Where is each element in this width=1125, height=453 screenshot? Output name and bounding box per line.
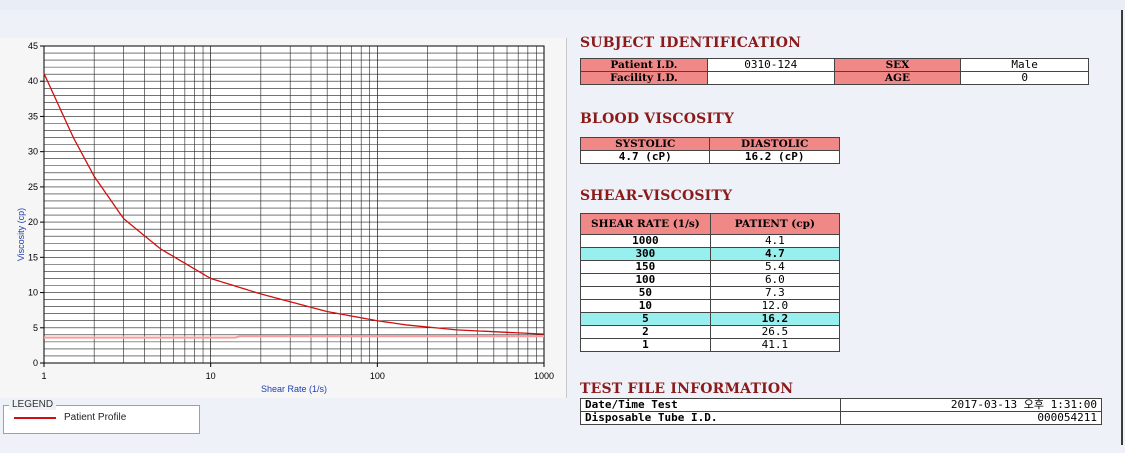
patient-cp-cell: 16.2 (709, 312, 841, 326)
x-tick-label: 100 (370, 371, 385, 381)
reference-line (44, 335, 544, 339)
legend-swatch (14, 417, 56, 419)
shear-row: 1000 4.1 (580, 234, 841, 248)
shear-row: 10 12.0 (580, 299, 841, 313)
y-tick-label: 15 (28, 252, 38, 262)
tube-id-value: 000054211 (840, 411, 1102, 425)
shear-rate-cell: 5 (580, 312, 711, 326)
shear-row: 50 7.3 (580, 286, 841, 300)
y-tick-label: 30 (28, 147, 38, 157)
shear-rate-cell: 50 (580, 286, 711, 300)
shear-viscosity-table: SHEAR RATE (1/s) PATIENT (cp) 1000 4.1 300… (580, 213, 841, 352)
sex-value: Male (960, 58, 1089, 72)
test-file-table: Date/Time Test 2017-03-13 오후 1:31:00 Dis… (579, 398, 1102, 425)
shear-row: 150 5.4 (580, 260, 841, 274)
x-tick-label: 10 (206, 371, 216, 381)
shear-rate-cell: 100 (580, 273, 711, 287)
patient-cp-cell: 7.3 (709, 286, 841, 300)
patient-cp-cell: 26.5 (709, 325, 841, 339)
shear-row: 2 26.5 (580, 325, 841, 339)
plot-area (43, 45, 545, 364)
patient-profile-line (43, 73, 545, 335)
diastolic-value: 16.2 (cP) (709, 150, 840, 164)
datetime-label: Date/Time Test (579, 398, 842, 412)
systolic-label: SYSTOLIC (579, 137, 711, 151)
age-label: AGE (833, 71, 962, 85)
tube-id-label: Disposable Tube I.D. (579, 411, 842, 425)
patient-id-value: 0310-124 (706, 58, 835, 72)
datetime-value: 2017-03-13 오후 1:31:00 (840, 398, 1102, 412)
patient-cp-cell: 4.1 (709, 234, 841, 248)
age-value: 0 (960, 71, 1089, 85)
test-file-title: TEST FILE INFORMATION (580, 381, 794, 397)
blood-value-row: 4.7 (cP) 16.2 (cP) (579, 150, 840, 164)
legend-title: LEGEND (9, 399, 57, 410)
blood-viscosity-title: BLOOD VISCOSITY (580, 111, 735, 127)
shear-row: 1 41.1 (580, 338, 841, 352)
plot-panel: 0 5 10 15 20 25 30 35 40 45 1 10 100 1000 Shear Rate (… (0, 38, 567, 398)
y-tick-label: 35 (28, 111, 38, 121)
subject-title: SUBJECT IDENTIFICATION (580, 35, 802, 51)
subject-table: Patient I.D. 0310-124 SEX Male Facility … (580, 58, 1089, 85)
y-tick-label: 0 (33, 358, 38, 368)
datetime-row: Date/Time Test 2017-03-13 오후 1:31:00 (579, 398, 1102, 412)
shear-row: 300 4.7 (580, 247, 841, 261)
shear-viscosity-title: SHEAR-VISCOSITY (580, 188, 733, 204)
shear-rate-cell: 10 (580, 299, 711, 313)
patient-cp-cell: 12.0 (709, 299, 841, 313)
tube-row: Disposable Tube I.D. 000054211 (579, 411, 1102, 425)
right-divider (1121, 10, 1123, 445)
shear-rate-cell: 2 (580, 325, 711, 339)
x-tick-label: 1000 (534, 371, 554, 381)
blood-viscosity-table: SYSTOLIC DIASTOLIC 4.7 (cP) 16.2 (cP) (579, 137, 840, 164)
patient-cp-header: PATIENT (cp) (709, 213, 841, 235)
shear-rate-cell: 1 (580, 338, 711, 352)
subject-row-2: Facility I.D. AGE 0 (580, 71, 1089, 85)
shear-rate-cell: 150 (580, 260, 711, 274)
x-tick-label: 1 (41, 371, 46, 381)
shear-row: 100 6.0 (580, 273, 841, 287)
y-tick-label: 40 (28, 76, 38, 86)
legend-item-label: Patient Profile (64, 412, 127, 423)
top-strip (0, 0, 1125, 10)
patient-cp-cell: 5.4 (709, 260, 841, 274)
y-tick-label: 10 (28, 288, 38, 298)
viscosity-chart: 0 5 10 15 20 25 30 35 40 45 1 10 100 1000 Shear Rate (… (16, 41, 554, 394)
shear-rate-header: SHEAR RATE (1/s) (580, 213, 711, 235)
sex-label: SEX (833, 58, 962, 72)
patient-cp-cell: 41.1 (709, 338, 841, 352)
patient-id-label: Patient I.D. (580, 58, 708, 72)
legend-box: LEGEND Patient Profile (3, 399, 200, 434)
patient-cp-cell: 6.0 (709, 273, 841, 287)
systolic-value: 4.7 (cP) (579, 150, 711, 164)
blood-header-row: SYSTOLIC DIASTOLIC (579, 137, 840, 151)
y-tick-label: 45 (28, 41, 38, 51)
shear-row: 5 16.2 (580, 312, 841, 326)
y-tick-label: 25 (28, 182, 38, 192)
facility-id-label: Facility I.D. (580, 71, 708, 85)
x-axis-label: Shear Rate (1/s) (261, 384, 327, 394)
shear-rate-cell: 1000 (580, 234, 711, 248)
diastolic-label: DIASTOLIC (709, 137, 840, 151)
subject-row-1: Patient I.D. 0310-124 SEX Male (580, 58, 1089, 72)
patient-cp-cell: 4.7 (709, 247, 841, 261)
y-tick-label: 20 (28, 217, 38, 227)
facility-id-value (706, 71, 835, 85)
y-axis-label: Viscosity (cp) (16, 208, 26, 261)
shear-header-row: SHEAR RATE (1/s) PATIENT (cp) (580, 213, 841, 235)
y-tick-label: 5 (33, 323, 38, 333)
shear-rate-cell: 300 (580, 247, 711, 261)
